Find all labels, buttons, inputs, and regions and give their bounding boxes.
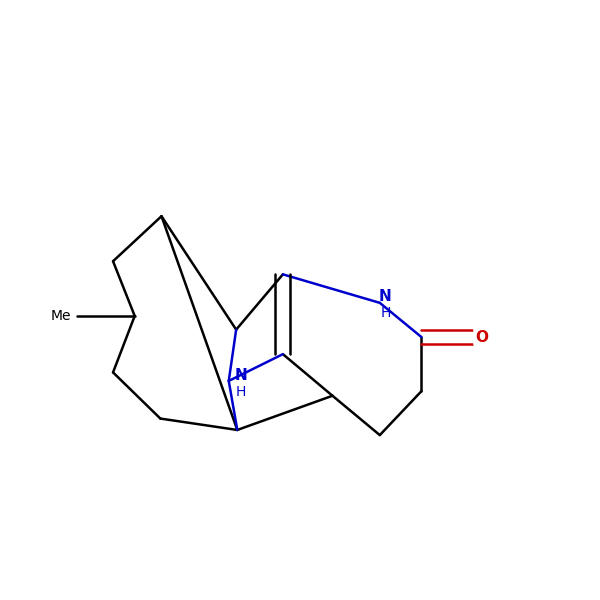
Text: Me: Me (50, 309, 71, 323)
Text: H: H (380, 306, 391, 320)
Text: N: N (235, 368, 248, 383)
Text: O: O (475, 329, 488, 344)
Text: N: N (379, 289, 392, 304)
Text: H: H (236, 385, 247, 400)
